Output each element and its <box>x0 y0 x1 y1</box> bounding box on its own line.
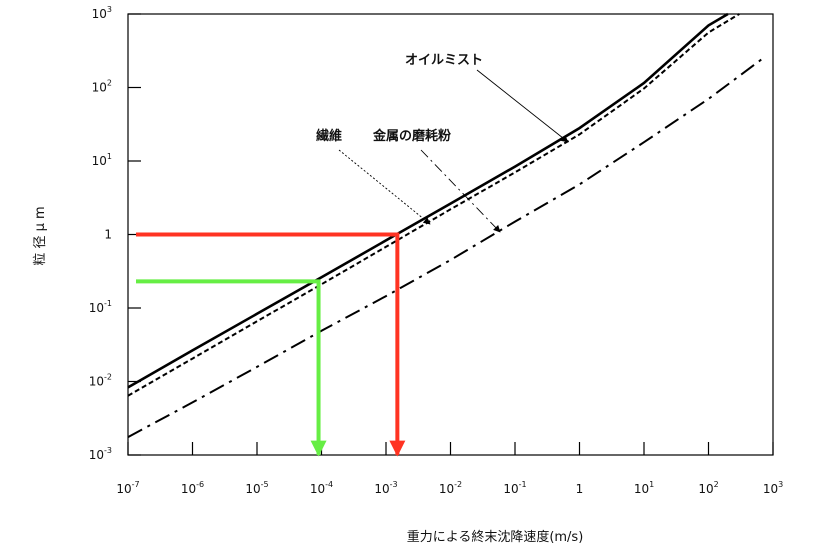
y-tick-base: 10 <box>92 7 107 21</box>
x-tick-label: 10-3 <box>374 480 397 496</box>
highlight-layer <box>136 232 406 457</box>
axes-layer: 10-7 10-6 10-5 10-4 10-3 10-2 10-1 1 101 102 10310… <box>89 5 783 496</box>
x-tick-label: 10-6 <box>181 480 204 496</box>
x-tick-base: 10 <box>245 482 260 496</box>
annotation-label: オイルミスト <box>405 53 483 68</box>
y-tick-base: 1 <box>104 228 112 242</box>
x-tick-exponent: -5 <box>261 480 269 489</box>
series-layer <box>127 12 764 438</box>
y-tick-exponent: 1 <box>107 152 112 161</box>
x-tick-label: 10-5 <box>245 480 268 496</box>
x-tick-base: 10 <box>310 482 325 496</box>
x-tick-exponent: -4 <box>325 480 333 489</box>
x-tick-base: 10 <box>116 482 131 496</box>
y-tick-exponent: 2 <box>107 79 112 88</box>
annotation-label: 金属の磨耗粉 <box>372 128 451 144</box>
y-tick-exponent: -2 <box>104 373 112 382</box>
series-line-3 <box>127 57 764 438</box>
y-tick-exponent: 3 <box>107 5 112 14</box>
y-tick-label: 10-1 <box>89 299 112 315</box>
y-tick-base: 10 <box>89 301 104 315</box>
y-tick-label: 102 <box>92 79 112 95</box>
x-tick-label: 102 <box>698 480 718 496</box>
highlight-guide-2 <box>136 279 327 457</box>
x-tick-label: 10-2 <box>439 480 462 496</box>
y-axis-label: 粒 径 μ m <box>33 206 48 265</box>
y-tick-base: 10 <box>89 448 104 462</box>
x-tick-label: 103 <box>763 480 783 496</box>
y-tick-exponent: -3 <box>104 446 112 455</box>
y-tick-label: 10-3 <box>89 446 112 462</box>
series-line-2 <box>127 13 740 397</box>
series-line-1 <box>127 12 729 389</box>
annotation-label: 繊維 <box>316 128 342 144</box>
x-tick-exponent: 3 <box>778 480 783 489</box>
x-axis-label: 重力による終末沈降速度(m/s) <box>407 529 584 545</box>
y-tick-base: 10 <box>92 81 107 95</box>
y-tick-exponent: -1 <box>104 299 112 308</box>
y-tick-label: 101 <box>92 152 112 168</box>
x-tick-label: 10-7 <box>116 480 139 496</box>
x-tick-exponent: 2 <box>714 480 719 489</box>
annotation-leader <box>476 69 569 143</box>
x-tick-exponent: -3 <box>390 480 398 489</box>
annotation-leader <box>338 149 431 225</box>
highlight-guide-1 <box>136 232 406 457</box>
y-tick-label: 103 <box>92 5 112 21</box>
y-tick-base: 10 <box>92 154 107 168</box>
x-tick-label: 10-4 <box>310 480 333 496</box>
x-tick-base: 10 <box>698 482 713 496</box>
y-tick-base: 10 <box>89 375 104 389</box>
y-tick-label: 1 <box>104 228 112 242</box>
x-tick-exponent: -6 <box>196 480 204 489</box>
x-tick-exponent: 1 <box>649 480 654 489</box>
x-tick-exponent: -1 <box>519 480 527 489</box>
x-tick-base: 10 <box>634 482 649 496</box>
x-tick-base: 10 <box>374 482 389 496</box>
x-tick-exponent: -7 <box>132 480 140 489</box>
x-tick-label: 101 <box>634 480 654 496</box>
x-tick-base: 10 <box>181 482 196 496</box>
y-tick-label: 10-2 <box>89 373 112 389</box>
annotation-leader <box>420 149 501 233</box>
x-tick-base: 10 <box>763 482 778 496</box>
x-tick-label: 1 <box>576 482 584 496</box>
x-tick-base: 10 <box>439 482 454 496</box>
x-tick-exponent: -2 <box>454 480 462 489</box>
x-tick-label: 10-1 <box>503 480 526 496</box>
x-tick-base: 10 <box>503 482 518 496</box>
x-tick-base: 1 <box>576 482 584 496</box>
